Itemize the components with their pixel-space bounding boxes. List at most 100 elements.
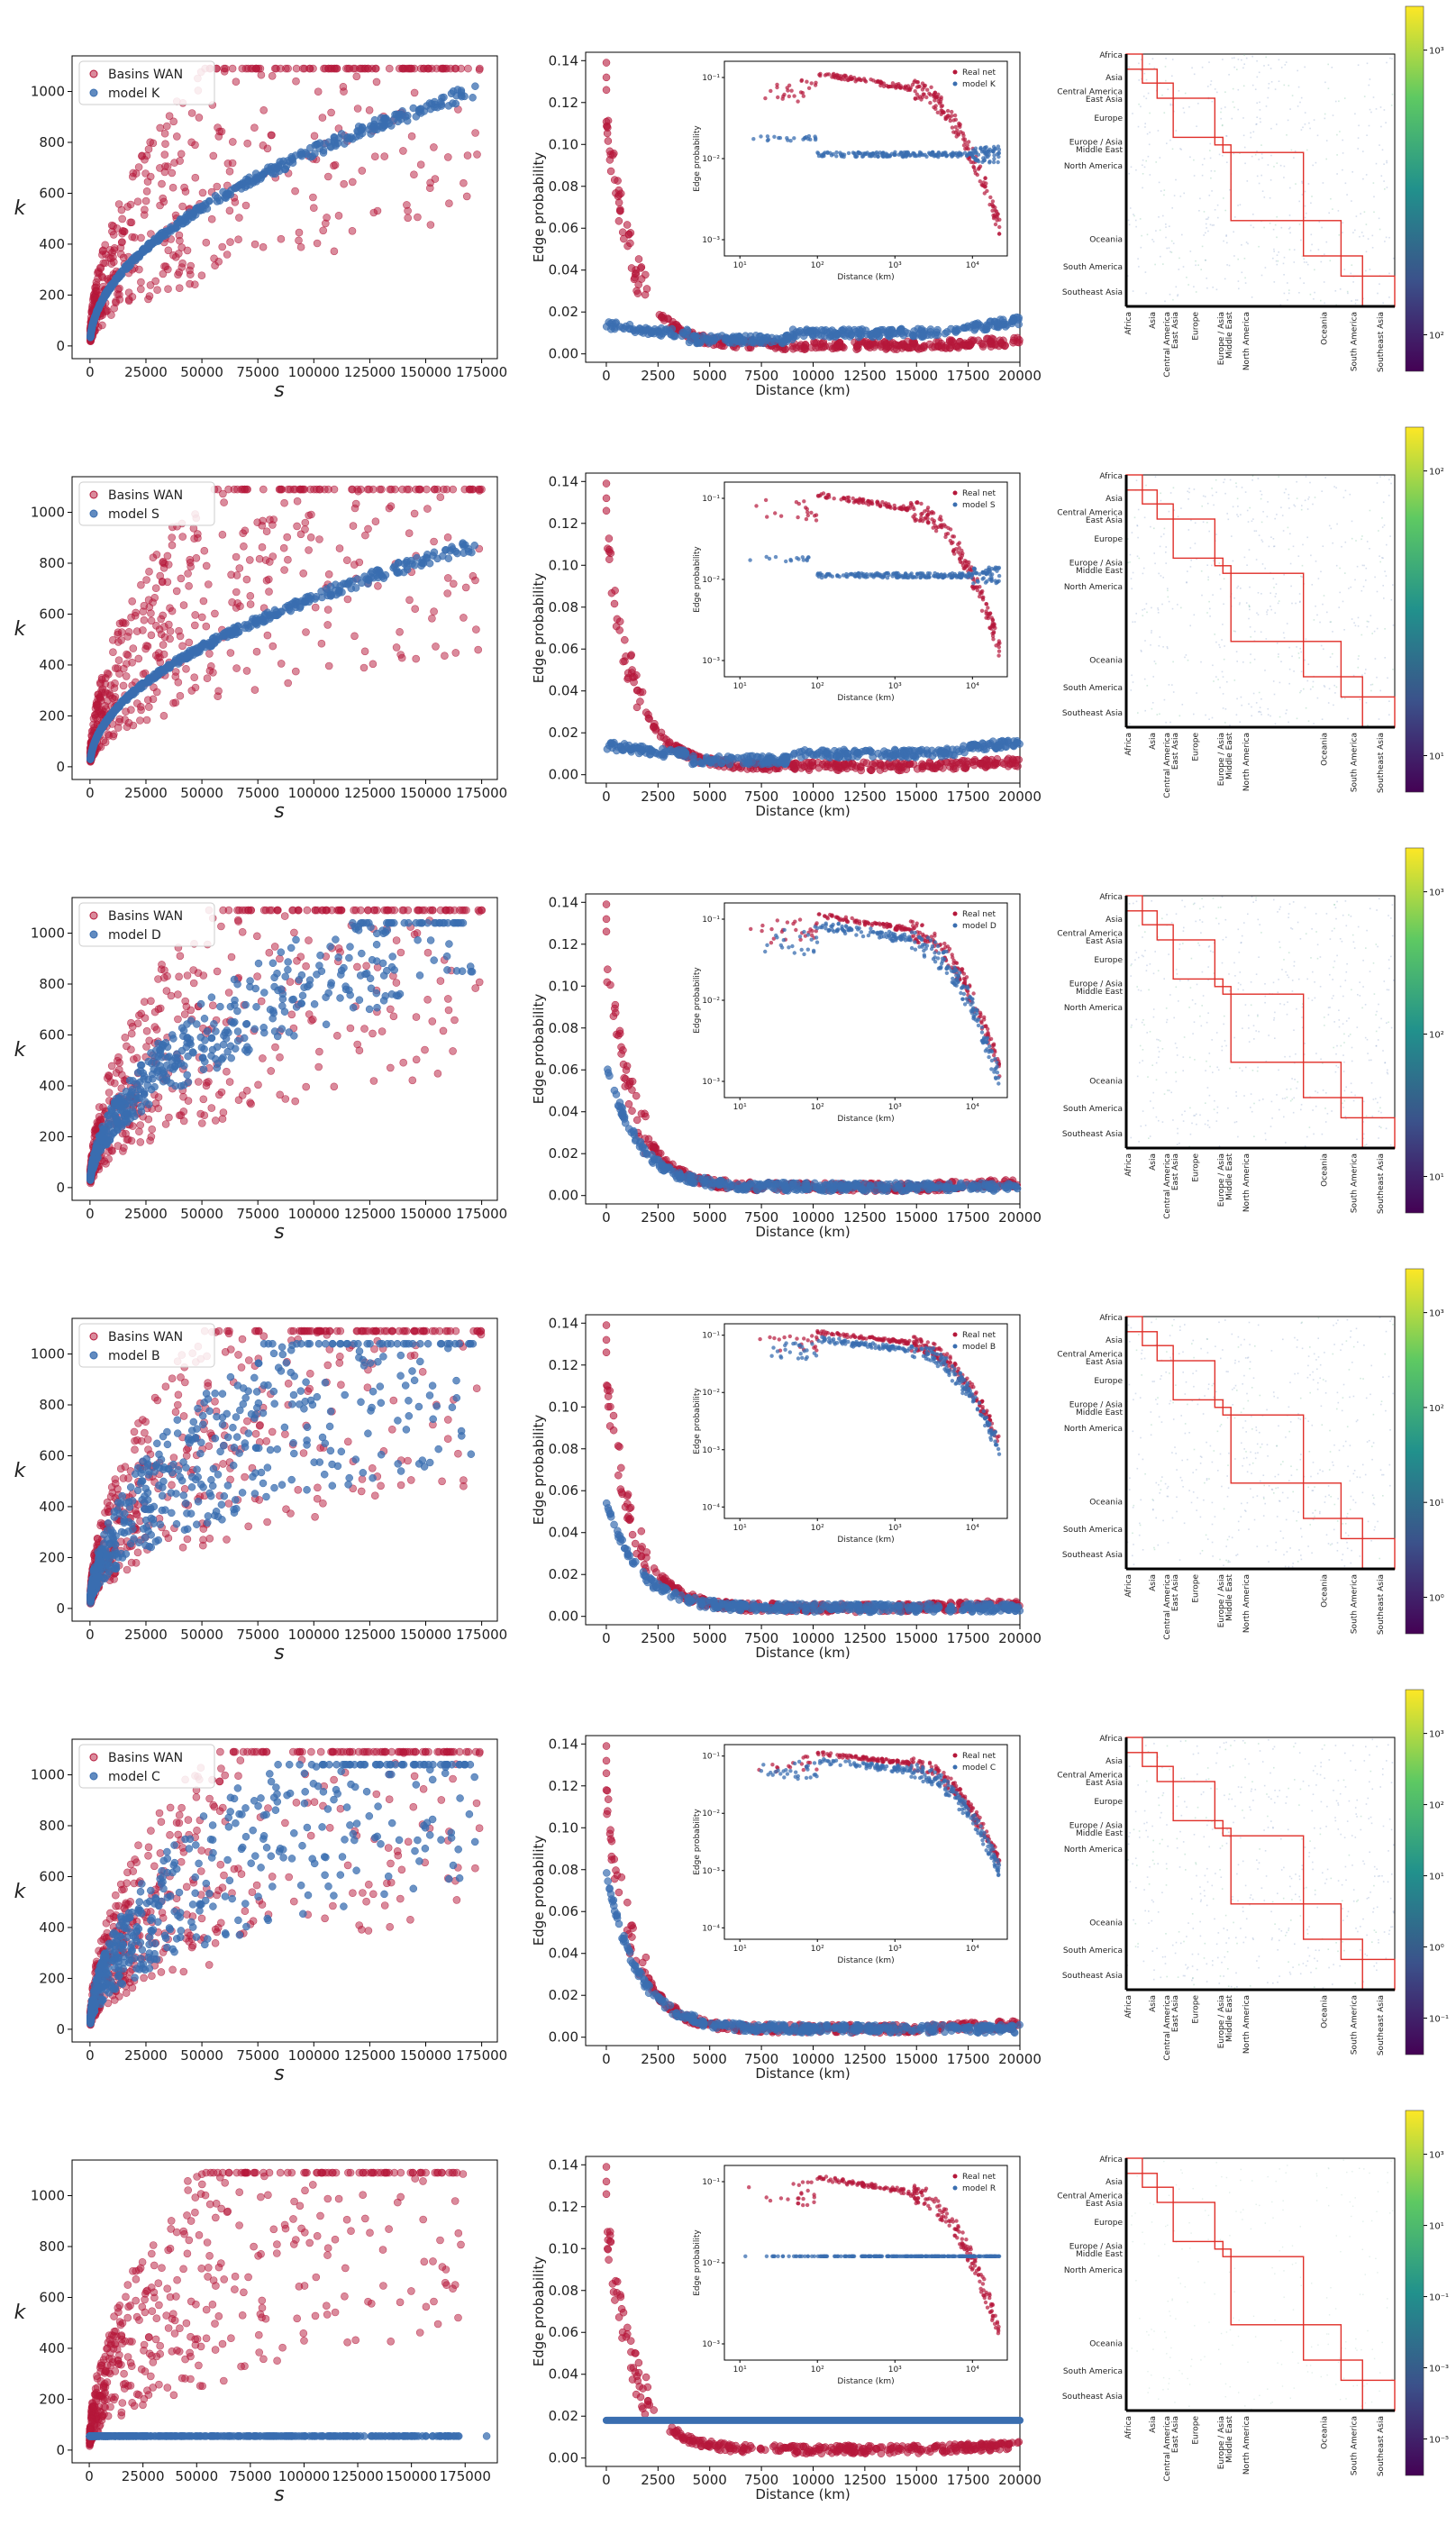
x-tick-label: 25000 xyxy=(124,785,168,801)
scatter-point-real xyxy=(444,533,451,541)
region-label-x: Europe xyxy=(1192,312,1201,341)
x-tick-label: 175000 xyxy=(456,364,507,380)
distance-point-model xyxy=(842,333,849,340)
heatmap-cell xyxy=(1256,60,1258,62)
distance-point-model xyxy=(966,744,973,752)
scatter-point-real xyxy=(412,606,419,613)
heatmap-cell xyxy=(1287,299,1288,301)
heatmap-cell xyxy=(1270,179,1272,181)
inset-point-real xyxy=(787,95,791,98)
scatter-point-real xyxy=(371,153,378,160)
scatter-point-real xyxy=(188,687,196,694)
scatter-point-model xyxy=(471,83,478,90)
scatter-point-real xyxy=(243,667,250,674)
scatter-point-real xyxy=(341,180,348,187)
scatter-point-real xyxy=(259,243,267,251)
heatmap-cell xyxy=(1186,277,1188,278)
scatter-point-real xyxy=(397,652,405,659)
heatmap-cell xyxy=(1386,62,1388,64)
inset-point-model xyxy=(751,137,755,141)
scatter-point-real xyxy=(325,570,332,578)
scatter-point-model xyxy=(272,170,279,178)
heatmap-cell xyxy=(1312,165,1314,167)
scatter-point-model xyxy=(88,326,96,333)
inset-point-real xyxy=(802,499,805,503)
heatmap-cell xyxy=(1233,106,1235,108)
distance-point-model xyxy=(718,760,725,767)
inset-point-model xyxy=(956,153,960,157)
distance-point-real xyxy=(621,636,628,643)
heatmap-cell xyxy=(1149,132,1151,133)
distance-point-real xyxy=(604,124,611,132)
scatter-point-real xyxy=(168,169,176,177)
distance-point-model xyxy=(1010,743,1017,750)
scatter-point-model xyxy=(396,111,403,118)
heatmap-cell xyxy=(1393,258,1395,260)
scatter-point-real xyxy=(120,682,127,689)
heatmap-cell xyxy=(1237,205,1239,206)
heatmap-cell xyxy=(1305,112,1306,114)
heatmap-cell xyxy=(1313,298,1315,300)
scatter-point-model xyxy=(396,569,403,576)
heatmap-cell xyxy=(1379,218,1380,220)
heatmap-cell xyxy=(1141,69,1142,71)
inset-point-real xyxy=(779,515,783,518)
scatter-point-model xyxy=(241,621,249,628)
inset-point-real xyxy=(962,143,966,147)
heatmap-cell xyxy=(1174,195,1176,196)
inset-point-real xyxy=(913,513,916,516)
heatmap-cell xyxy=(1207,218,1209,220)
heatmap-cell xyxy=(1260,118,1261,120)
scatter-point-real xyxy=(331,248,338,255)
scatter-point-model xyxy=(266,611,273,618)
scatter-point-real xyxy=(210,152,217,160)
heatmap-cell xyxy=(1326,242,1328,243)
heatmap-cell xyxy=(1138,104,1140,105)
inset-point-real xyxy=(773,511,777,515)
heatmap-cell xyxy=(1301,129,1303,131)
distance-point-model xyxy=(1008,318,1015,325)
scatter-point-model xyxy=(382,571,389,579)
distance-point-real xyxy=(953,759,960,766)
inset-point-real xyxy=(898,86,902,89)
distance-point-model xyxy=(911,328,918,335)
heatmap-cell xyxy=(1185,93,1187,95)
scatter-point-real xyxy=(183,665,190,672)
heatmap-cell xyxy=(1335,101,1337,103)
heatmap-cell xyxy=(1289,214,1291,216)
heatmap-cell xyxy=(1270,68,1272,69)
scatter-point-real xyxy=(264,145,271,152)
x-tick-label: 15000 xyxy=(895,368,938,384)
y-tick-label: 0.06 xyxy=(549,641,578,657)
distance-point-real xyxy=(955,344,962,351)
region-label-x: North America xyxy=(1242,312,1251,370)
heatmap-cell xyxy=(1268,164,1269,166)
heatmap-cell xyxy=(1142,165,1143,167)
heatmap-cell xyxy=(1320,300,1322,302)
distance-point-real xyxy=(605,138,612,145)
inset-point-real xyxy=(926,521,930,524)
heatmap-cell xyxy=(1352,232,1354,233)
heatmap-cell xyxy=(1273,251,1275,252)
scatter-point-real xyxy=(343,557,350,564)
scatter-point-real xyxy=(399,147,406,154)
scatter-point-real xyxy=(111,685,118,692)
scatter-point-real xyxy=(444,590,451,597)
heatmap-cell xyxy=(1164,189,1166,191)
scatter-point-real xyxy=(129,659,136,666)
inset-point-real xyxy=(978,591,982,595)
scatter-point-model xyxy=(88,748,96,755)
scatter-point-real xyxy=(431,608,438,615)
heatmap-cell xyxy=(1330,260,1332,262)
scatter-point-real xyxy=(120,254,127,261)
y-tick-label: 0.04 xyxy=(549,262,578,278)
scatter-point-model xyxy=(192,211,199,218)
heatmap-cell xyxy=(1206,218,1207,220)
inset-point-real xyxy=(926,506,930,509)
scatter-point-model xyxy=(183,655,190,662)
scatter-point-real xyxy=(247,592,254,599)
scatter-point-real xyxy=(240,530,247,537)
scatter-point-real xyxy=(127,706,134,714)
heatmap-cell xyxy=(1359,236,1360,238)
heatmap-cell xyxy=(1339,234,1341,236)
